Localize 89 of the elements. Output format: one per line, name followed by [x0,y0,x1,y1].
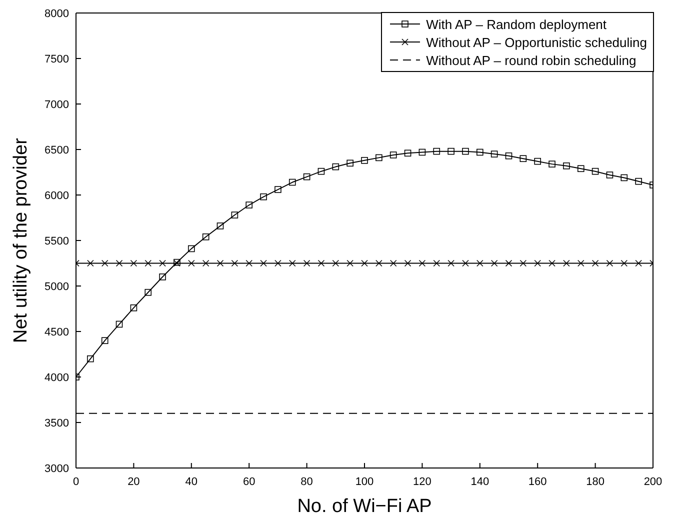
point [620,174,628,182]
point [231,212,238,218]
point [433,260,440,267]
point [462,260,469,267]
y-tick-label: 8000 [44,8,69,20]
point [505,152,512,160]
x-tick-label: 80 [300,476,313,488]
point [448,260,454,267]
point [202,233,210,240]
point [260,193,267,200]
point [101,260,108,267]
point [188,260,195,267]
point [216,222,224,230]
point [476,260,484,267]
point [260,260,267,267]
y-axis-title: Net utility of the provider [10,137,32,343]
point [144,260,152,267]
point [288,260,296,267]
point [361,260,368,267]
point [534,158,541,165]
point [476,148,484,156]
x-tick-label: 40 [185,476,198,488]
point [577,165,584,172]
x-tick-label: 0 [72,476,80,488]
point [130,304,138,312]
y-tick-label: 3500 [44,417,69,430]
y-tick-label: 7500 [44,53,69,66]
point [332,163,340,170]
point [87,260,94,267]
point [592,168,599,175]
y-tick-label: 4000 [44,372,69,384]
point [246,202,252,208]
point [159,260,166,267]
point [404,150,412,157]
point [635,260,642,267]
point [246,260,252,267]
x-tick-label: 60 [242,476,256,488]
legend-label: Without AP – Opportunistic scheduling [426,34,647,50]
point [462,148,469,155]
legend-label: Without AP – round robin scheduling [426,52,636,68]
y-tick-label: 5500 [44,235,69,248]
x-tick-label: 100 [355,476,374,488]
point [361,157,368,164]
x-tick-label: 120 [413,476,432,488]
point [376,260,382,267]
point [563,260,570,267]
point [332,260,340,267]
y-tick-label: 6000 [44,190,69,202]
x-tick-label: 140 [470,476,490,488]
point [448,148,454,155]
point [620,260,628,267]
point [346,160,354,167]
point [274,186,282,193]
point [159,274,166,280]
point [188,245,195,252]
point [144,288,152,296]
y-tick-label: 6500 [44,144,69,156]
point [87,355,94,362]
point [563,162,570,170]
point [548,160,556,168]
point [418,148,426,156]
point [520,155,527,162]
y-tick-label: 4500 [44,326,69,338]
x-tick-label: 200 [644,476,662,488]
point [274,260,282,267]
point [101,337,108,344]
x-tick-label: 20 [128,476,140,488]
y-tick-label: 7000 [44,98,69,111]
point [346,260,354,267]
point [390,152,397,158]
point [606,172,614,178]
point [534,260,541,267]
x-tick-label: 180 [586,476,604,488]
point [303,173,310,180]
y-tick-label: 3000 [44,462,69,475]
point [116,320,123,328]
x-axis-title: No. of Wi−Fi AP [297,496,432,517]
x-tick-label: 160 [528,476,547,488]
point [577,260,584,267]
legend-label: With AP – Random deployment [426,16,607,32]
point [288,178,296,186]
point [433,148,440,155]
point [490,150,498,158]
point [548,260,556,267]
y-tick-label: 5000 [44,280,69,293]
point [635,178,642,185]
point [390,260,397,267]
point [376,154,382,162]
point [318,168,325,175]
